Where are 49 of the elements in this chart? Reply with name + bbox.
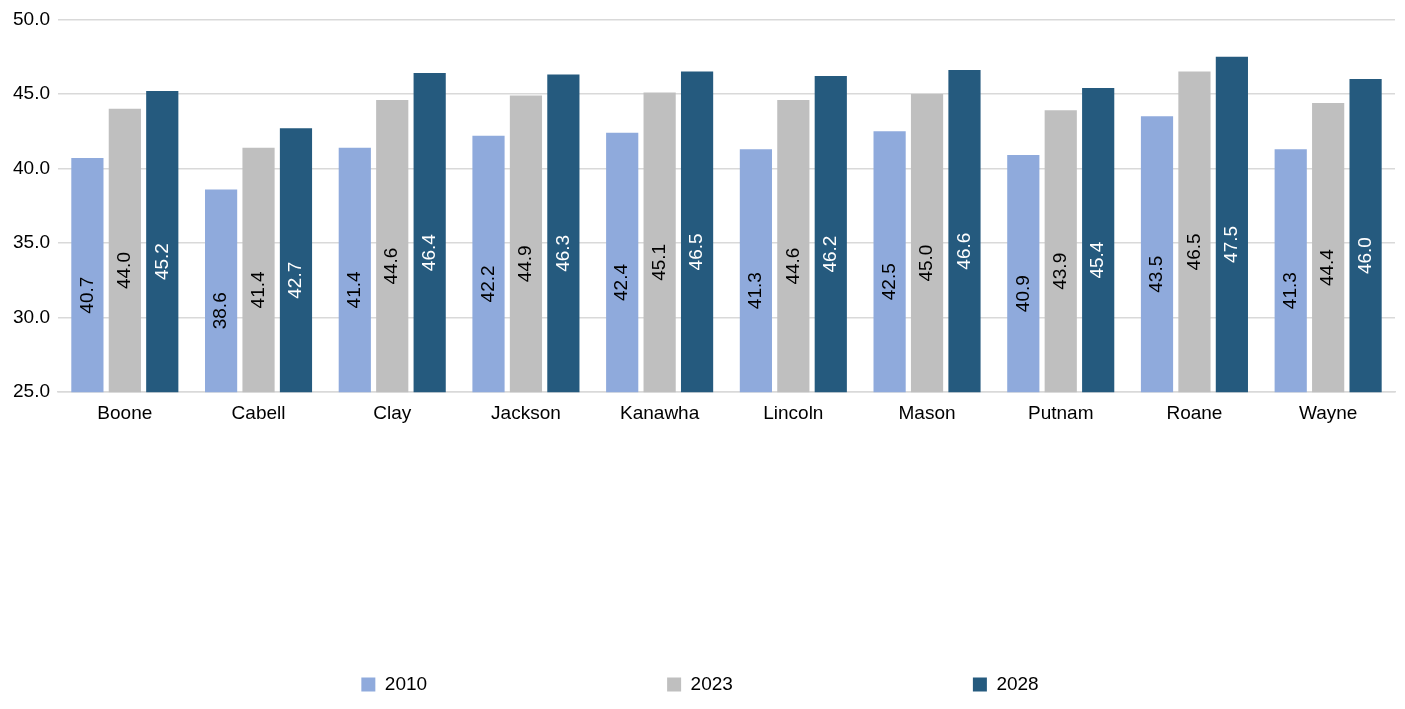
data-label: 44.0 xyxy=(113,252,135,290)
x-tick-label: Putnam xyxy=(1028,401,1094,423)
data-label: 43.5 xyxy=(1145,255,1167,293)
data-label: 46.6 xyxy=(952,232,974,270)
x-tick-label: Jackson xyxy=(491,401,561,423)
data-label: 45.1 xyxy=(647,243,669,281)
data-label: 43.9 xyxy=(1048,252,1070,290)
x-tick-label: Boone xyxy=(97,401,153,423)
data-label: 42.5 xyxy=(877,263,899,301)
data-label: 45.4 xyxy=(1086,241,1108,279)
x-tick-label: Clay xyxy=(373,401,412,423)
x-tick-label: Mason xyxy=(898,401,956,423)
x-tick-label: Roane xyxy=(1166,401,1223,423)
data-label: 41.3 xyxy=(744,272,766,310)
data-label: 45.0 xyxy=(915,244,937,282)
x-tick-label: Lincoln xyxy=(763,401,824,423)
y-tick-label: 30.0 xyxy=(13,305,50,327)
data-label: 41.4 xyxy=(246,271,268,309)
data-label: 40.7 xyxy=(75,276,97,314)
data-label: 46.2 xyxy=(819,235,841,273)
data-label: 42.7 xyxy=(284,261,306,299)
data-label: 44.4 xyxy=(1316,248,1338,287)
y-tick-label: 50.0 xyxy=(13,7,50,29)
data-label: 44.6 xyxy=(380,247,402,285)
data-label: 47.5 xyxy=(1220,225,1242,263)
data-label: 46.3 xyxy=(551,234,573,272)
y-tick-label: 40.0 xyxy=(13,156,50,178)
x-tick-label: Wayne xyxy=(1298,401,1358,423)
data-label: 44.9 xyxy=(514,245,536,283)
data-label: 42.4 xyxy=(610,263,632,301)
data-label: 46.5 xyxy=(1182,233,1204,271)
y-tick-label: 35.0 xyxy=(13,231,50,253)
data-label: 46.4 xyxy=(417,233,439,272)
data-label: 44.6 xyxy=(781,247,803,285)
data-label: 46.0 xyxy=(1353,237,1375,275)
y-tick-label: 45.0 xyxy=(13,82,50,104)
data-label: 45.2 xyxy=(150,243,172,281)
x-tick-label: Cabell xyxy=(231,401,286,423)
legend-label: 2023 xyxy=(690,672,733,694)
data-label: 38.6 xyxy=(209,292,231,330)
data-label: 42.2 xyxy=(476,265,498,303)
x-tick-label: Kanawha xyxy=(620,401,700,423)
y-tick-label: 25.0 xyxy=(13,380,50,402)
data-label: 41.4 xyxy=(343,271,365,309)
legend-label: 2010 xyxy=(384,672,428,694)
legend-label: 2028 xyxy=(996,672,1039,694)
data-label: 40.9 xyxy=(1011,275,1033,313)
data-label: 41.3 xyxy=(1278,272,1300,310)
data-label: 46.5 xyxy=(685,233,707,271)
